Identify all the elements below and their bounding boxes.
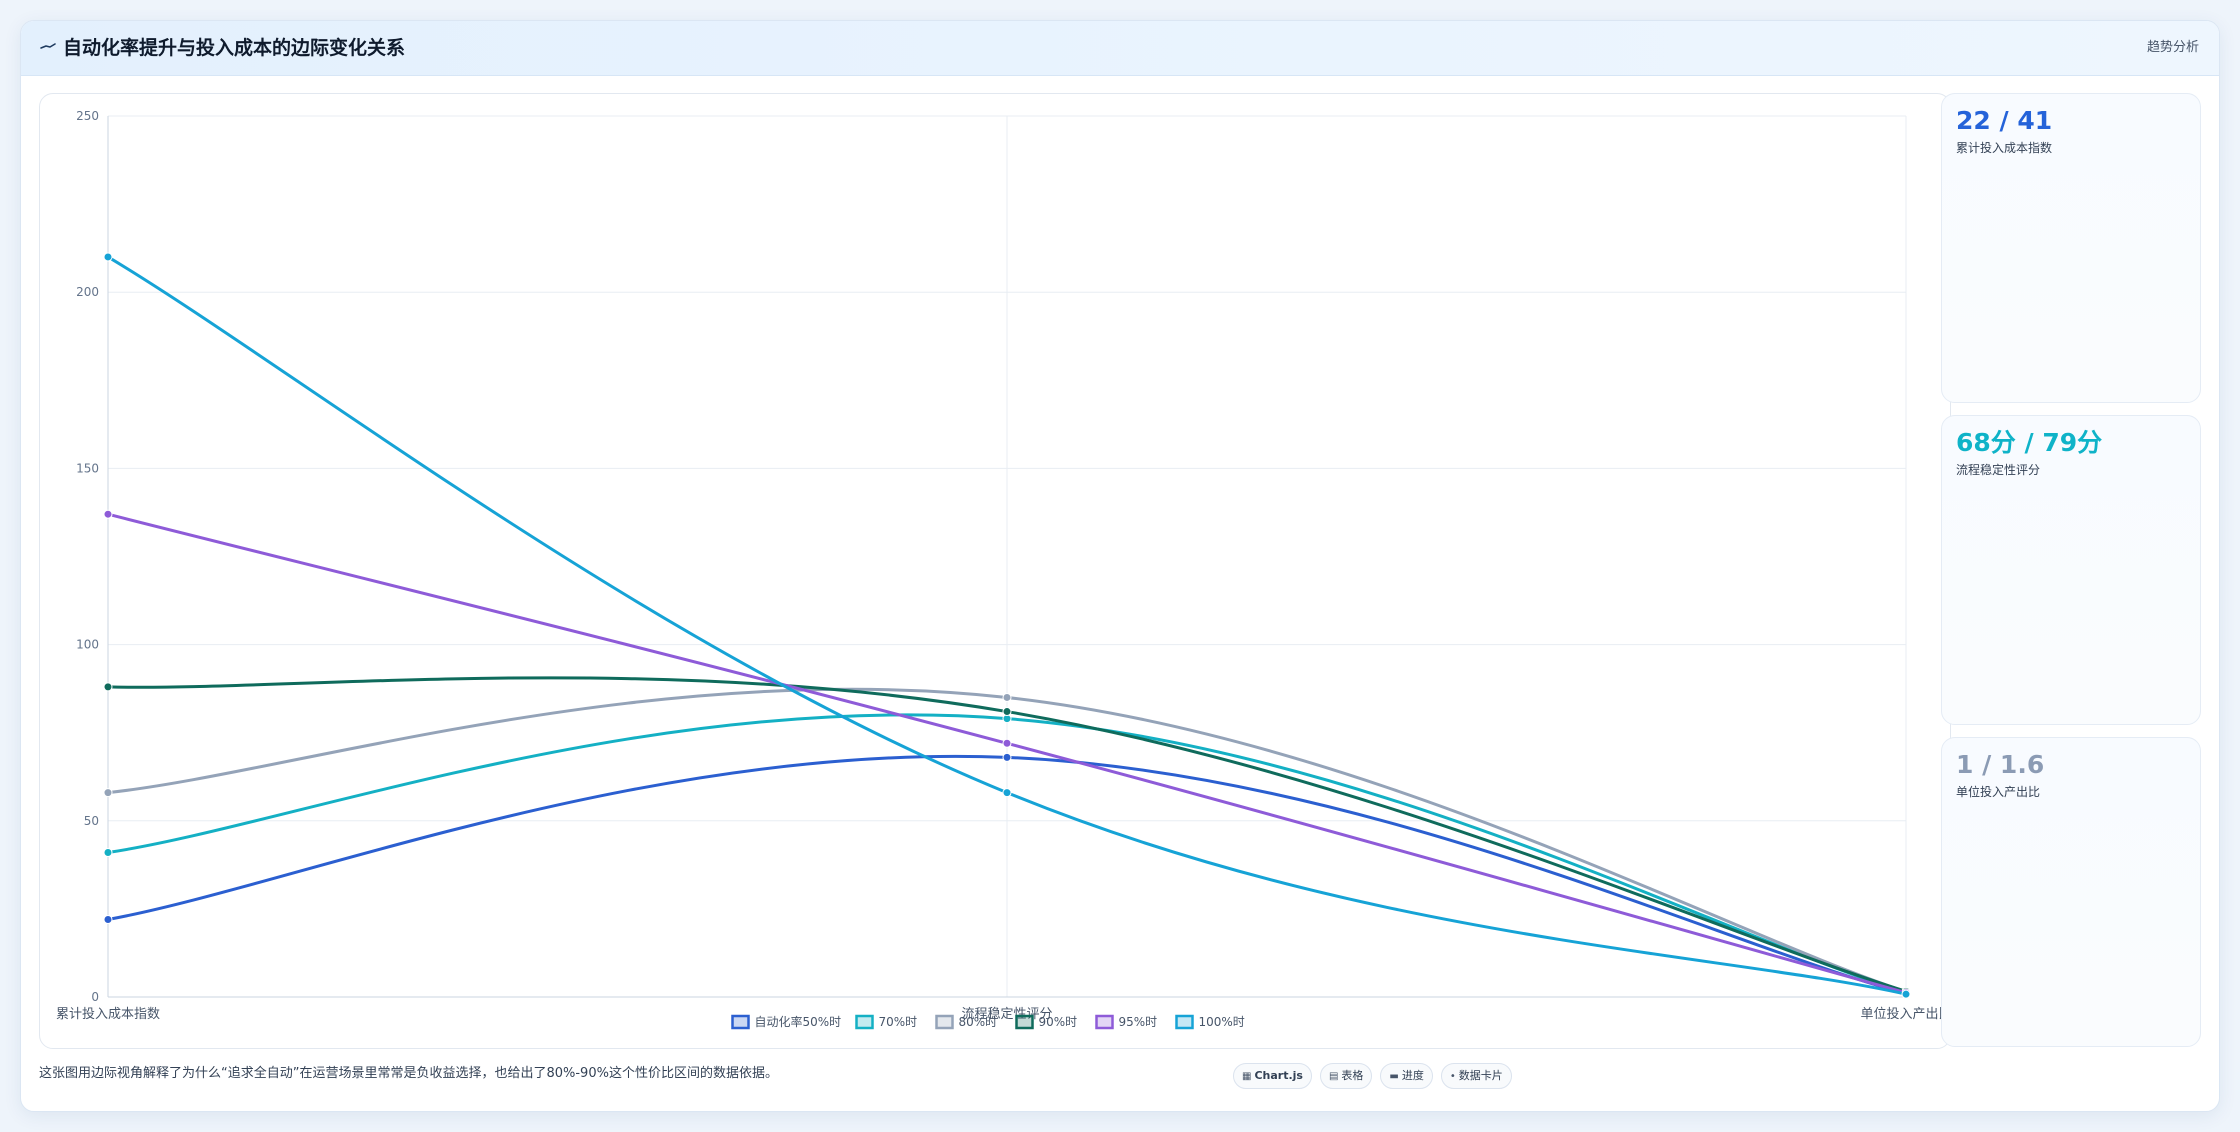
analysis-tag[interactable]: 趋势分析 [2146,40,2199,55]
y-tick-label: 50 [84,814,99,828]
stat-value: 1 / 1.6 [1956,750,2045,779]
legend-label: 90%时 [1039,1015,1078,1029]
panel-header: 自动化率提升与投入成本的边际变化关系 趋势分析 [21,21,2219,76]
x-tick-label: 流程稳定性评分 [961,1006,1052,1022]
stat-value: 22 / 41 [1956,106,2053,135]
data-point [103,914,113,924]
stat-label: 累计投入成本指数 [1956,141,2053,155]
chip-progress[interactable]: ▬ 进度 [1380,1063,1433,1089]
legend-swatch [1015,1014,1034,1030]
data-point [103,252,113,262]
y-tick-label: 100 [76,638,99,652]
legend-swatch [731,1014,750,1030]
stat-label: 流程稳定性评分 [1956,463,2041,477]
chart-icon: ▦ [1242,1071,1252,1082]
progress-icon: ▬ [1389,1071,1399,1082]
stat-value: 68分 / 79分 [1956,428,2103,457]
stat-label: 单位投入产出比 [1956,785,2041,799]
table-icon: ▤ [1328,1071,1339,1082]
chip-chartjs[interactable]: ▦ Chart.js [1233,1063,1312,1089]
chip-label: Chart.js [1254,1069,1303,1082]
chip-label: 数据卡片 [1458,1069,1503,1082]
data-point [103,788,113,798]
x-tick-label: 单位投入产出比 [1860,1006,1950,1022]
y-tick-label: 200 [76,285,99,299]
legend-label: 自动化率50%时 [755,1014,842,1029]
legend-swatch [1175,1014,1194,1030]
stat-card-roi: 1 / 1.6 单位投入产出比 [1941,737,2201,1047]
y-tick-label: 150 [76,461,99,475]
data-point [1002,752,1012,762]
data-point [1002,738,1012,748]
chip-label: 进度 [1401,1069,1424,1082]
tech-chips: ▦ Chart.js ▤ 表格 ▬ 进度 • 数据卡片 [1233,1063,1512,1089]
y-tick-label: 0 [91,990,99,1004]
data-point [1002,692,1012,702]
line-chart: 0 50 100 150 200 250 累计投入成本指数 流程稳定性评分 单位投入产出比自动化… [56,109,1950,1030]
chip-label: 表格 [1341,1069,1364,1082]
legend-swatch [935,1014,954,1030]
data-point [1901,989,1911,999]
footer-note: 这张图用边际视角解释了为什么“追求全自动”在运营场景里常常是负收益选择，也给出了… [39,1066,778,1081]
legend-swatch [855,1014,874,1030]
chip-data-card[interactable]: • 数据卡片 [1440,1063,1512,1089]
data-point [103,682,113,692]
data-point [103,848,113,858]
data-point [1002,788,1012,798]
chip-table[interactable]: ▤ 表格 [1319,1063,1373,1089]
legend-label: 100%时 [1199,1015,1245,1029]
dashboard-panel: 自动化率提升与投入成本的边际变化关系 趋势分析 0 50 100 150 200 250 累… [20,20,2220,1112]
stat-card-cost: 22 / 41 累计投入成本指数 [1941,93,2201,403]
card-icon: • [1449,1071,1456,1082]
legend-swatch [1095,1014,1114,1030]
stat-card-stability: 68分 / 79分 流程稳定性评分 [1941,415,2201,725]
data-point [103,509,113,519]
legend-label: 80%时 [959,1015,998,1029]
chart-card: 0 50 100 150 200 250 累计投入成本指数 流程稳定性评分 单位投入产出比自动化… [39,93,1951,1049]
page-title: 自动化率提升与投入成本的边际变化关系 [63,37,406,59]
legend-label: 70%时 [879,1015,918,1029]
x-tick-label: 累计投入成本指数 [56,1006,160,1022]
y-tick-label: 250 [76,109,99,123]
trend-line-icon [39,37,59,57]
legend-label: 95%时 [1119,1015,1158,1029]
data-point [1002,707,1012,717]
